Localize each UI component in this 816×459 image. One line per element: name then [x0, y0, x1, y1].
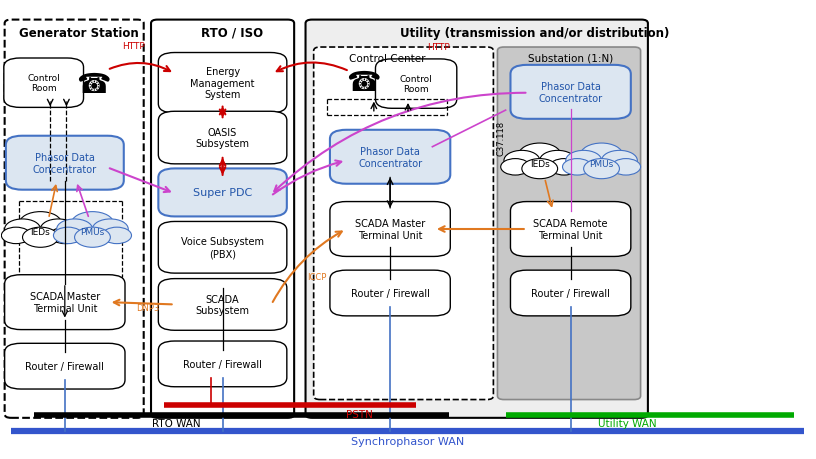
FancyBboxPatch shape: [158, 53, 287, 114]
Circle shape: [501, 159, 530, 176]
Text: Control Center: Control Center: [348, 53, 425, 63]
Text: OASIS
Subsystem: OASIS Subsystem: [196, 128, 250, 149]
Text: Substation (1:N): Substation (1:N): [528, 53, 614, 63]
Text: Synchrophasor WAN: Synchrophasor WAN: [352, 436, 464, 446]
Text: Energy
Management
System: Energy Management System: [190, 67, 255, 100]
Circle shape: [601, 151, 637, 171]
FancyBboxPatch shape: [330, 202, 450, 257]
FancyBboxPatch shape: [375, 60, 457, 109]
Text: Router / Firewall: Router / Firewall: [351, 288, 429, 298]
FancyBboxPatch shape: [498, 48, 641, 400]
Text: HTTP: HTTP: [428, 43, 450, 52]
Text: RTO WAN: RTO WAN: [152, 418, 201, 428]
Text: SCADA
Subsystem: SCADA Subsystem: [196, 294, 250, 315]
Circle shape: [50, 228, 79, 244]
FancyBboxPatch shape: [305, 21, 648, 418]
Text: PMUs: PMUs: [80, 228, 104, 237]
Text: Phasor Data
Concentrator: Phasor Data Concentrator: [358, 146, 422, 168]
FancyBboxPatch shape: [151, 21, 294, 418]
Text: DNP3: DNP3: [136, 304, 159, 313]
Circle shape: [522, 159, 557, 179]
Text: C37.118: C37.118: [496, 121, 505, 156]
Text: Control
Room: Control Room: [400, 75, 432, 94]
Circle shape: [5, 219, 41, 240]
Text: SCADA Master
Terminal Unit: SCADA Master Terminal Unit: [29, 292, 100, 313]
FancyBboxPatch shape: [5, 21, 144, 418]
FancyBboxPatch shape: [330, 130, 450, 185]
Circle shape: [53, 228, 82, 244]
Circle shape: [2, 228, 31, 244]
Text: Super PDC: Super PDC: [193, 188, 252, 198]
Circle shape: [71, 212, 113, 236]
FancyBboxPatch shape: [158, 341, 287, 387]
Circle shape: [56, 219, 92, 240]
Text: Router / Firewall: Router / Firewall: [183, 359, 262, 369]
Text: Voice Subsystem
(PBX): Voice Subsystem (PBX): [181, 237, 264, 258]
FancyBboxPatch shape: [313, 48, 494, 400]
Text: Router / Firewall: Router / Firewall: [25, 361, 104, 371]
Circle shape: [583, 159, 619, 179]
Text: RTO / ISO: RTO / ISO: [201, 27, 263, 39]
FancyBboxPatch shape: [330, 270, 450, 316]
Text: PMUs: PMUs: [589, 159, 614, 168]
FancyBboxPatch shape: [158, 279, 287, 330]
Text: Router / Firewall: Router / Firewall: [531, 288, 610, 298]
FancyBboxPatch shape: [511, 66, 631, 119]
Circle shape: [611, 159, 641, 176]
FancyBboxPatch shape: [5, 275, 125, 330]
FancyBboxPatch shape: [4, 59, 83, 108]
Text: Utility (transmission and/or distribution): Utility (transmission and/or distributio…: [400, 27, 669, 39]
FancyBboxPatch shape: [511, 270, 631, 316]
Text: IEDs: IEDs: [530, 159, 550, 168]
Text: ICCP: ICCP: [308, 273, 326, 282]
FancyBboxPatch shape: [158, 169, 287, 217]
FancyBboxPatch shape: [158, 112, 287, 164]
Text: Control
Room: Control Room: [27, 74, 60, 93]
Text: Phasor Data
Concentrator: Phasor Data Concentrator: [539, 82, 603, 103]
Circle shape: [41, 219, 76, 240]
Circle shape: [580, 144, 623, 168]
Circle shape: [74, 228, 110, 248]
Text: ☎: ☎: [346, 69, 380, 96]
Text: SCADA Master
Terminal Unit: SCADA Master Terminal Unit: [355, 219, 425, 240]
Circle shape: [102, 228, 131, 244]
FancyBboxPatch shape: [158, 222, 287, 274]
Text: Generator Station: Generator Station: [20, 27, 139, 39]
Circle shape: [562, 159, 592, 176]
Circle shape: [519, 144, 561, 168]
Circle shape: [565, 151, 601, 171]
Circle shape: [539, 151, 575, 171]
Circle shape: [92, 219, 128, 240]
Text: ☎: ☎: [76, 70, 111, 98]
Text: SCADA Remote
Terminal Unit: SCADA Remote Terminal Unit: [534, 219, 608, 240]
Circle shape: [23, 228, 58, 248]
Circle shape: [504, 151, 539, 171]
FancyBboxPatch shape: [6, 136, 124, 190]
Text: HTTP: HTTP: [122, 42, 144, 51]
Text: IEDs: IEDs: [30, 228, 51, 237]
Circle shape: [20, 212, 61, 236]
FancyBboxPatch shape: [5, 343, 125, 389]
Text: PSTN: PSTN: [346, 409, 373, 419]
FancyBboxPatch shape: [511, 202, 631, 257]
Text: Phasor Data
Concentrator: Phasor Data Concentrator: [33, 152, 97, 174]
Text: Utility WAN: Utility WAN: [598, 418, 657, 428]
Circle shape: [549, 159, 579, 176]
